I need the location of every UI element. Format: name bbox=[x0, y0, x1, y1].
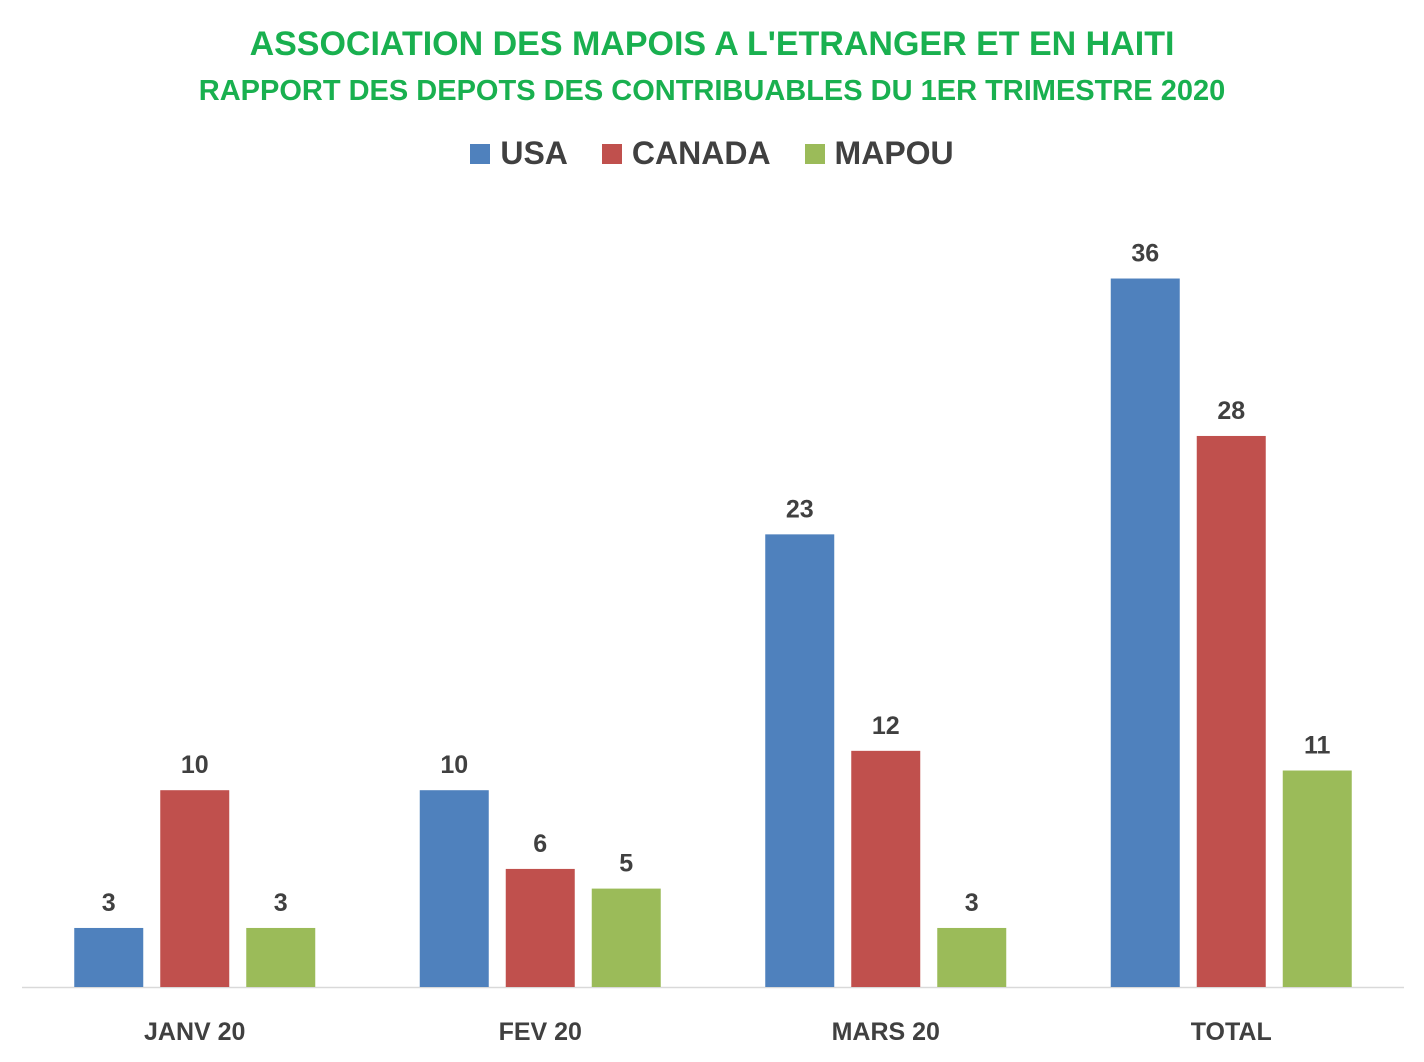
data-label-mapou-fev-20: 5 bbox=[619, 850, 633, 878]
legend-item-usa: USA bbox=[470, 135, 568, 172]
x-tick-label-total: TOTAL bbox=[1191, 1018, 1272, 1046]
bar-canada-janv-20 bbox=[160, 790, 230, 987]
data-label-usa-janv-20: 3 bbox=[102, 889, 116, 917]
x-tick-label-mars-20: MARS 20 bbox=[832, 1018, 940, 1046]
bar-mapou-mars-20 bbox=[937, 927, 1007, 987]
bar-usa-janv-20 bbox=[74, 927, 144, 987]
bar-canada-mars-20 bbox=[851, 750, 921, 987]
data-label-canada-fev-20: 6 bbox=[533, 830, 547, 858]
legend-swatch-canada bbox=[601, 143, 622, 164]
x-tick-label-fev-20: FEV 20 bbox=[499, 1018, 582, 1046]
bar-canada-fev-20 bbox=[505, 868, 575, 987]
bar-mapou-total bbox=[1282, 770, 1352, 987]
bar-usa-mars-20 bbox=[765, 534, 835, 987]
data-label-canada-mars-20: 12 bbox=[872, 712, 900, 740]
legend-label-usa: USA bbox=[500, 135, 568, 171]
legend-swatch-usa bbox=[470, 143, 491, 164]
legend-swatch-mapou bbox=[804, 143, 825, 164]
data-label-canada-janv-20: 10 bbox=[181, 751, 209, 779]
data-label-usa-fev-20: 10 bbox=[440, 751, 468, 779]
legend-item-mapou: MAPOU bbox=[804, 135, 954, 172]
bar-usa-fev-20 bbox=[419, 790, 489, 987]
chart-title: ASSOCIATION DES MAPOIS A L'ETRANGER ET E… bbox=[249, 25, 1175, 63]
data-label-usa-mars-20: 23 bbox=[786, 495, 814, 523]
legend-item-canada: CANADA bbox=[601, 135, 771, 172]
bar-mapou-janv-20 bbox=[246, 927, 316, 987]
legend: USA CANADA MAPOU bbox=[0, 135, 1424, 172]
bar-canada-total bbox=[1196, 435, 1266, 988]
chart-subtitle: RAPPORT DES DEPOTS DES CONTRIBUABLES DU … bbox=[198, 75, 1226, 107]
bar-usa-total bbox=[1110, 278, 1180, 987]
data-label-mapou-mars-20: 3 bbox=[965, 889, 979, 917]
x-tick-label-janv-20: JANV 20 bbox=[144, 1018, 245, 1046]
data-label-mapou-janv-20: 3 bbox=[274, 889, 288, 917]
bar-mapou-fev-20 bbox=[591, 888, 661, 987]
legend-label-mapou: MAPOU bbox=[834, 135, 954, 171]
data-label-usa-total: 36 bbox=[1131, 240, 1159, 268]
data-label-canada-total: 28 bbox=[1217, 397, 1245, 425]
data-label-mapou-total: 11 bbox=[1304, 732, 1331, 760]
legend-label-canada: CANADA bbox=[631, 135, 771, 171]
